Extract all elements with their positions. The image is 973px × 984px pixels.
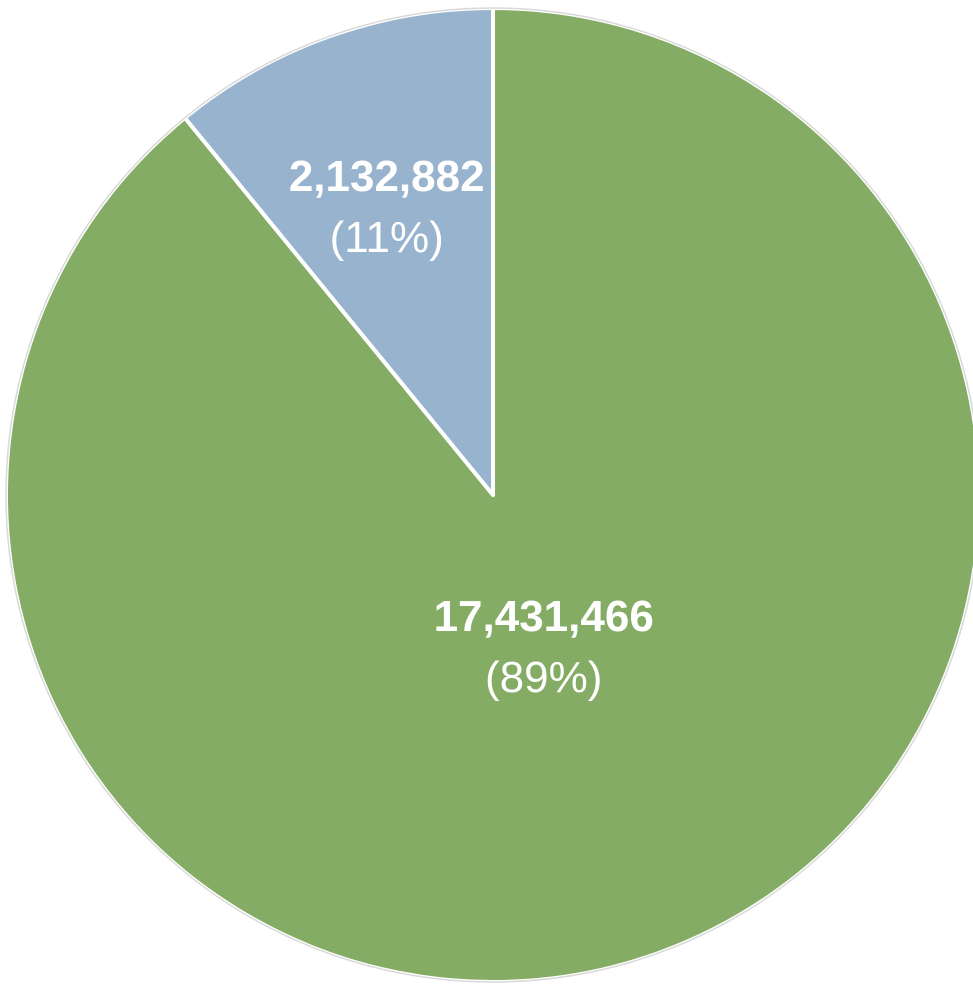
pie-labels: 17,431,466 (89%) 2,132,882 (11%)	[289, 152, 654, 702]
pie-slices	[4, 6, 973, 984]
slice-percent-label: (11%)	[330, 213, 444, 262]
slice-value-label: 17,431,466	[434, 592, 654, 641]
pie-outline	[5, 7, 973, 983]
slice-percent-label: (89%)	[485, 653, 602, 702]
slice-value-label: 2,132,882	[289, 152, 485, 201]
